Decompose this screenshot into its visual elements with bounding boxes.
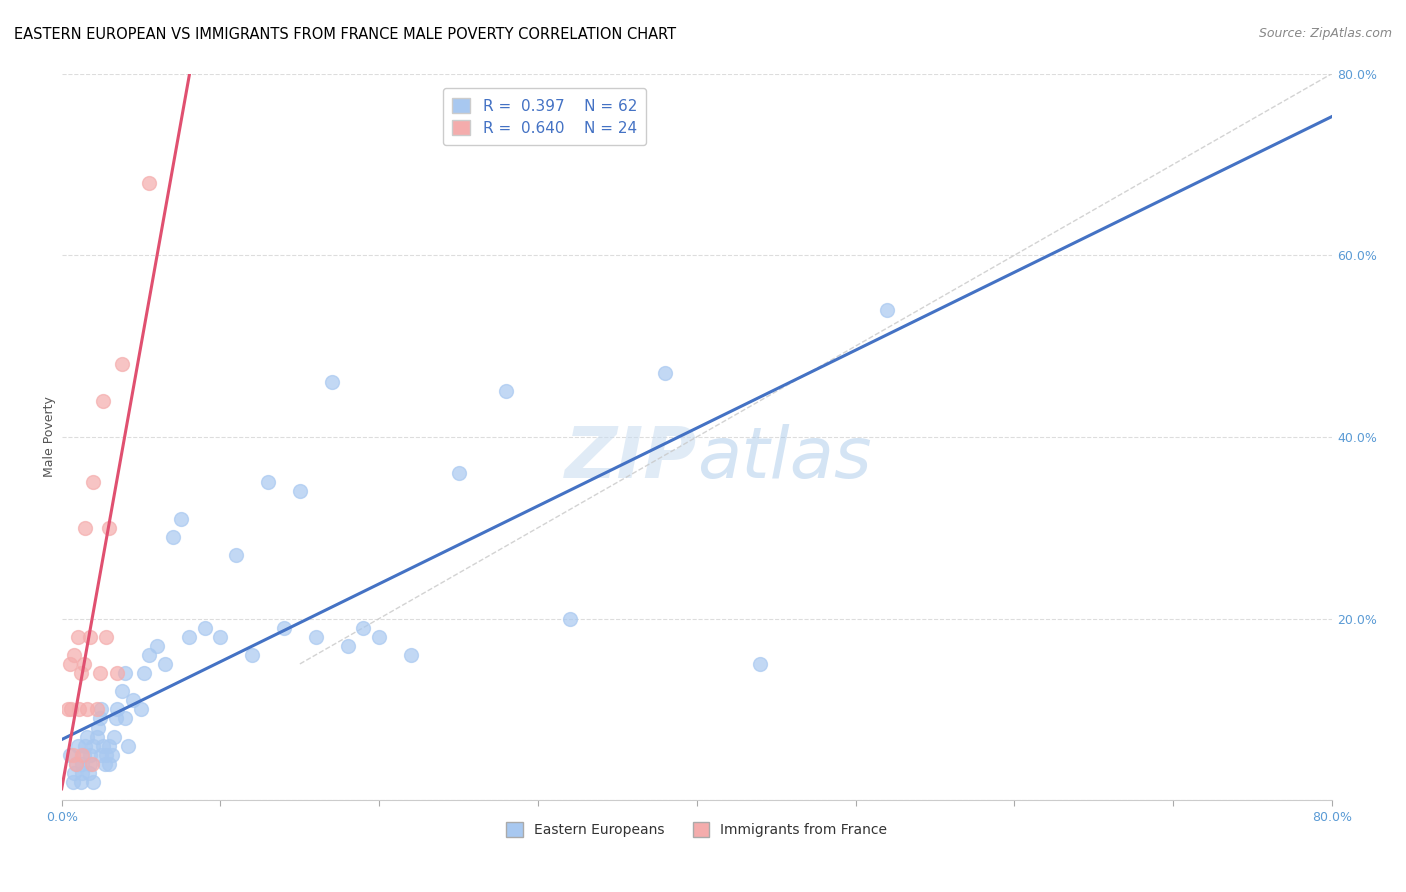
Point [91, 393, 114, 408]
Point [495, 384, 517, 399]
Point [66, 739, 89, 753]
Point [90, 702, 112, 716]
Point [749, 657, 772, 671]
Point [65, 756, 87, 771]
Point [65, 756, 87, 771]
Point [103, 730, 125, 744]
Point [86, 702, 108, 716]
Text: ZIP: ZIP [565, 425, 697, 493]
Point [73, 657, 96, 671]
Point [72, 766, 94, 780]
Point [101, 747, 124, 762]
Point [122, 693, 145, 707]
Text: atlas: atlas [697, 425, 872, 493]
Point [117, 739, 139, 753]
Point [90, 747, 112, 762]
Point [86, 730, 108, 744]
Point [89, 711, 111, 725]
Point [63, 766, 86, 780]
Point [104, 711, 127, 725]
Point [73, 747, 96, 762]
Point [82, 739, 104, 753]
Point [170, 511, 193, 525]
Point [876, 302, 898, 317]
Point [76, 702, 98, 716]
Point [66, 630, 89, 644]
Point [111, 684, 134, 698]
Point [94, 747, 117, 762]
Point [114, 666, 136, 681]
Point [89, 666, 111, 681]
Point [105, 666, 128, 681]
Point [209, 630, 232, 644]
Point [72, 756, 94, 771]
Point [98, 521, 121, 535]
Point [94, 630, 117, 644]
Point [114, 711, 136, 725]
Point [273, 621, 295, 635]
Point [153, 657, 176, 671]
Point [59, 657, 82, 671]
Point [60, 702, 83, 716]
Point [138, 176, 160, 190]
Point [111, 357, 134, 371]
Point [162, 530, 184, 544]
Point [321, 376, 343, 390]
Point [72, 747, 94, 762]
Point [75, 521, 97, 535]
Point [62, 747, 84, 762]
Point [63, 648, 86, 662]
Point [82, 475, 104, 490]
Point [305, 630, 328, 644]
Point [98, 756, 121, 771]
Legend: Eastern Europeans, Immigrants from France: Eastern Europeans, Immigrants from Franc… [499, 815, 894, 844]
Point [87, 721, 110, 735]
Point [75, 739, 97, 753]
Point [69, 666, 91, 681]
Text: Source: ZipAtlas.com: Source: ZipAtlas.com [1258, 27, 1392, 40]
Point [59, 747, 82, 762]
Point [225, 548, 247, 562]
Point [194, 621, 217, 635]
Point [79, 756, 101, 771]
Point [288, 484, 311, 499]
Point [79, 747, 101, 762]
Point [336, 639, 359, 653]
Point [352, 621, 374, 635]
Point [138, 648, 160, 662]
Point [82, 775, 104, 789]
Point [69, 775, 91, 789]
Point [79, 630, 101, 644]
Point [257, 475, 280, 490]
Point [105, 702, 128, 716]
Point [177, 630, 200, 644]
Y-axis label: Male Poverty: Male Poverty [44, 396, 56, 477]
Point [62, 775, 84, 789]
Point [447, 466, 470, 480]
Point [240, 648, 263, 662]
Point [129, 702, 152, 716]
Point [146, 639, 169, 653]
Text: EASTERN EUROPEAN VS IMMIGRANTS FROM FRANCE MALE POVERTY CORRELATION CHART: EASTERN EUROPEAN VS IMMIGRANTS FROM FRAN… [14, 27, 676, 42]
Point [77, 766, 100, 780]
Point [368, 630, 391, 644]
Point [91, 739, 114, 753]
Point [80, 756, 103, 771]
Point [654, 366, 676, 380]
Point [67, 702, 90, 716]
Point [98, 739, 121, 753]
Point [76, 730, 98, 744]
Point [558, 611, 581, 625]
Point [56, 702, 79, 716]
Point [134, 666, 156, 681]
Point [93, 756, 115, 771]
Point [399, 648, 422, 662]
